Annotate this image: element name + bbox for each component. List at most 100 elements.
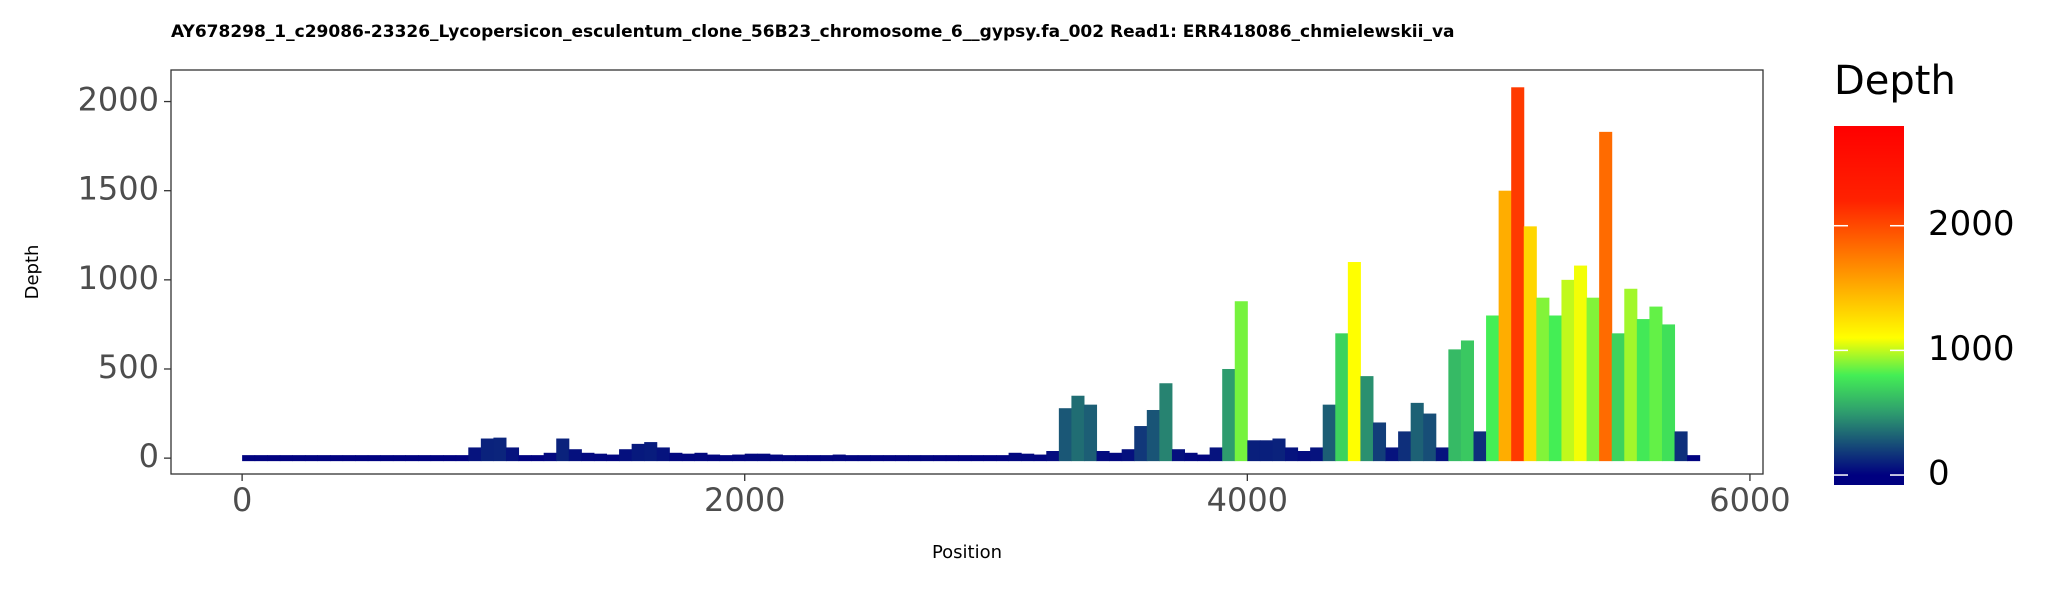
depth-bar: [945, 455, 959, 462]
depth-bar: [531, 455, 545, 462]
depth-bar: [1008, 452, 1022, 462]
depth-bar: [367, 455, 381, 462]
depth-bar: [644, 442, 658, 462]
depth-bar: [619, 449, 633, 462]
depth-bar: [1561, 279, 1575, 462]
depth-bar: [681, 453, 695, 462]
depth-bar: [669, 452, 683, 462]
x-tick-label: 6000: [1709, 481, 1790, 519]
depth-bar: [882, 455, 897, 462]
depth-bar: [782, 455, 796, 462]
depth-bar: [694, 452, 708, 462]
y-tick-label: 500: [98, 348, 159, 386]
depth-bar: [493, 437, 507, 462]
depth-bar: [1247, 440, 1261, 462]
depth-bar: [304, 455, 319, 462]
depth-bar: [1184, 452, 1198, 462]
depth-bar: [1410, 402, 1424, 462]
depth-bar: [330, 455, 344, 462]
depth-bar: [1109, 452, 1123, 462]
legend-title: Depth: [1834, 58, 1956, 104]
depth-bar: [1674, 431, 1688, 462]
depth-bar: [355, 455, 369, 462]
depth-bar: [254, 455, 268, 462]
depth-bar: [1460, 340, 1474, 462]
depth-bar: [1297, 451, 1311, 462]
depth-bar: [656, 447, 670, 462]
depth-bar: [1310, 447, 1324, 462]
depth-bar: [1360, 376, 1374, 462]
depth-bar: [857, 455, 871, 462]
depth-bar: [317, 455, 331, 462]
depth-bar: [1536, 297, 1550, 462]
depth-bar: [606, 454, 620, 462]
depth-bar: [581, 452, 595, 462]
y-tick-label: 1000: [78, 259, 159, 297]
depth-bar: [1083, 404, 1098, 462]
depth-bar: [1322, 404, 1336, 462]
depth-bar: [1523, 226, 1537, 462]
depth-bar: [1121, 449, 1135, 462]
depth-bar: [732, 454, 746, 462]
depth-bar: [1486, 315, 1500, 462]
depth-bar: [1385, 447, 1399, 462]
depth-bar: [870, 455, 884, 462]
depth-bar: [958, 455, 972, 462]
depth-bar: [769, 454, 783, 462]
depth-bar: [1687, 455, 1701, 462]
chart-title: AY678298_1_c29086-23326_Lycopersicon_esc…: [171, 22, 1455, 42]
depth-bar: [430, 455, 444, 462]
depth-bar: [505, 447, 520, 462]
depth-bar: [744, 453, 758, 462]
depth-bar: [1423, 413, 1437, 462]
depth-bar: [518, 455, 532, 462]
depth-bar: [568, 449, 582, 462]
depth-bar: [1661, 324, 1676, 462]
depth-bar: [1096, 451, 1110, 462]
depth-bar: [1159, 383, 1173, 462]
depth-bar: [480, 438, 494, 462]
depth-bar: [405, 455, 419, 462]
depth-bar: [1636, 319, 1650, 462]
y-tick-label: 1500: [78, 170, 159, 208]
depth-bar: [380, 455, 394, 462]
depth-bar: [1234, 301, 1248, 462]
depth-bar: [1272, 438, 1286, 462]
depth-bar: [895, 455, 909, 462]
depth-bar: [1209, 447, 1223, 462]
depth-bar: [920, 455, 934, 462]
x-tick-label: 4000: [1207, 481, 1288, 519]
depth-bar: [593, 453, 608, 462]
depth-bar: [242, 455, 256, 462]
legend-tick-label: 0: [1928, 454, 1950, 494]
legend-tick-label: 2000: [1928, 204, 2015, 244]
depth-bar: [1134, 426, 1148, 462]
depth-bar: [267, 455, 281, 462]
y-tick-label: 0: [139, 437, 159, 475]
depth-bar: [418, 455, 432, 462]
depth-bar: [1171, 449, 1186, 462]
plot-panel: [170, 69, 1764, 475]
x-tick-label: 0: [232, 481, 252, 519]
y-tick-label: 2000: [78, 81, 159, 119]
depth-bar: [996, 455, 1010, 462]
depth-bar: [1021, 453, 1035, 462]
depth-bar: [1624, 288, 1638, 462]
depth-bar: [443, 455, 457, 462]
depth-bar: [807, 455, 821, 462]
depth-bar: [1335, 333, 1349, 462]
depth-bar: [455, 455, 469, 462]
depth-bar: [820, 455, 834, 462]
depth-bar: [543, 452, 557, 462]
depth-bar: [342, 455, 356, 462]
depth-bar: [1448, 349, 1462, 462]
depth-bar: [1071, 395, 1085, 462]
depth-bar: [1473, 431, 1487, 462]
depth-bar: [1649, 306, 1663, 462]
depth-bar: [392, 455, 406, 462]
color-bar: [1834, 126, 1904, 485]
depth-bar: [1498, 190, 1512, 462]
depth-bar: [631, 443, 645, 462]
depth-bar: [1058, 408, 1072, 462]
